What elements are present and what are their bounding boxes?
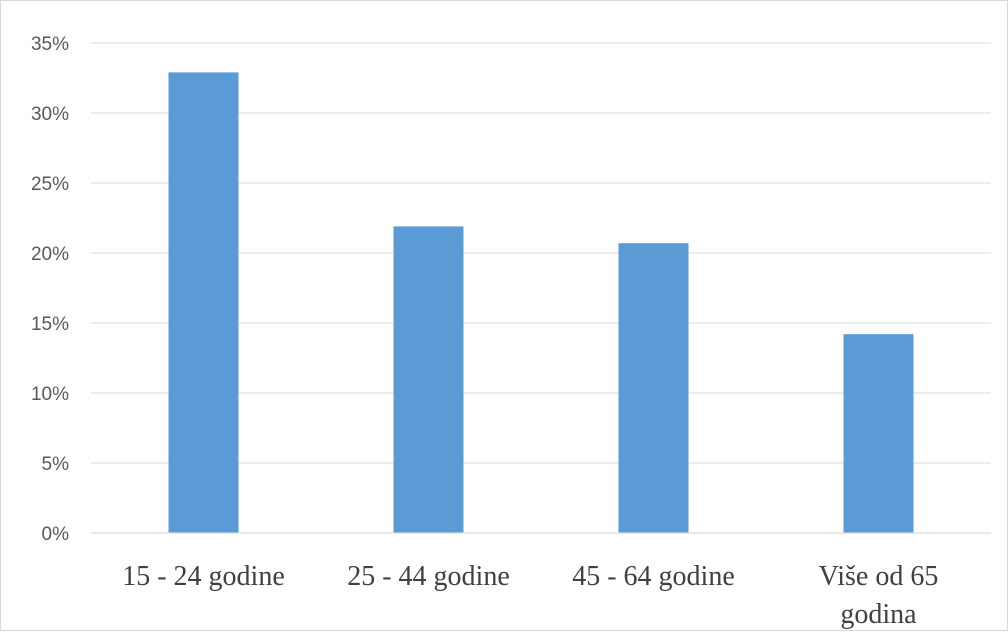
x-tick-label: 45 - 64 godine xyxy=(572,561,735,592)
bars xyxy=(168,72,914,534)
x-tick-label: 15 - 24 godine xyxy=(122,561,285,592)
x-tick-label: 25 - 44 godine xyxy=(347,561,510,592)
y-tick-label: 35% xyxy=(31,34,69,55)
bar xyxy=(393,226,464,533)
y-axis-tick-labels: 0% 5% 10% 15% 20% 25% 30% 35% xyxy=(31,34,69,545)
x-tick-label: godina xyxy=(840,599,917,630)
bar xyxy=(843,334,914,533)
y-tick-label: 5% xyxy=(42,454,70,475)
y-tick-label: 0% xyxy=(42,524,70,545)
gridlines xyxy=(91,42,991,464)
y-tick-label: 10% xyxy=(31,384,69,405)
x-axis-tick-labels: 15 - 24 godine 25 - 44 godine 45 - 64 godi… xyxy=(122,561,938,630)
y-tick-label: 30% xyxy=(31,104,69,125)
y-tick-label: 25% xyxy=(31,174,69,195)
x-tick-label: Više od 65 xyxy=(819,561,939,592)
y-tick-label: 20% xyxy=(31,244,69,265)
y-tick-label: 15% xyxy=(31,314,69,335)
bar xyxy=(168,72,239,534)
bar xyxy=(618,243,689,533)
